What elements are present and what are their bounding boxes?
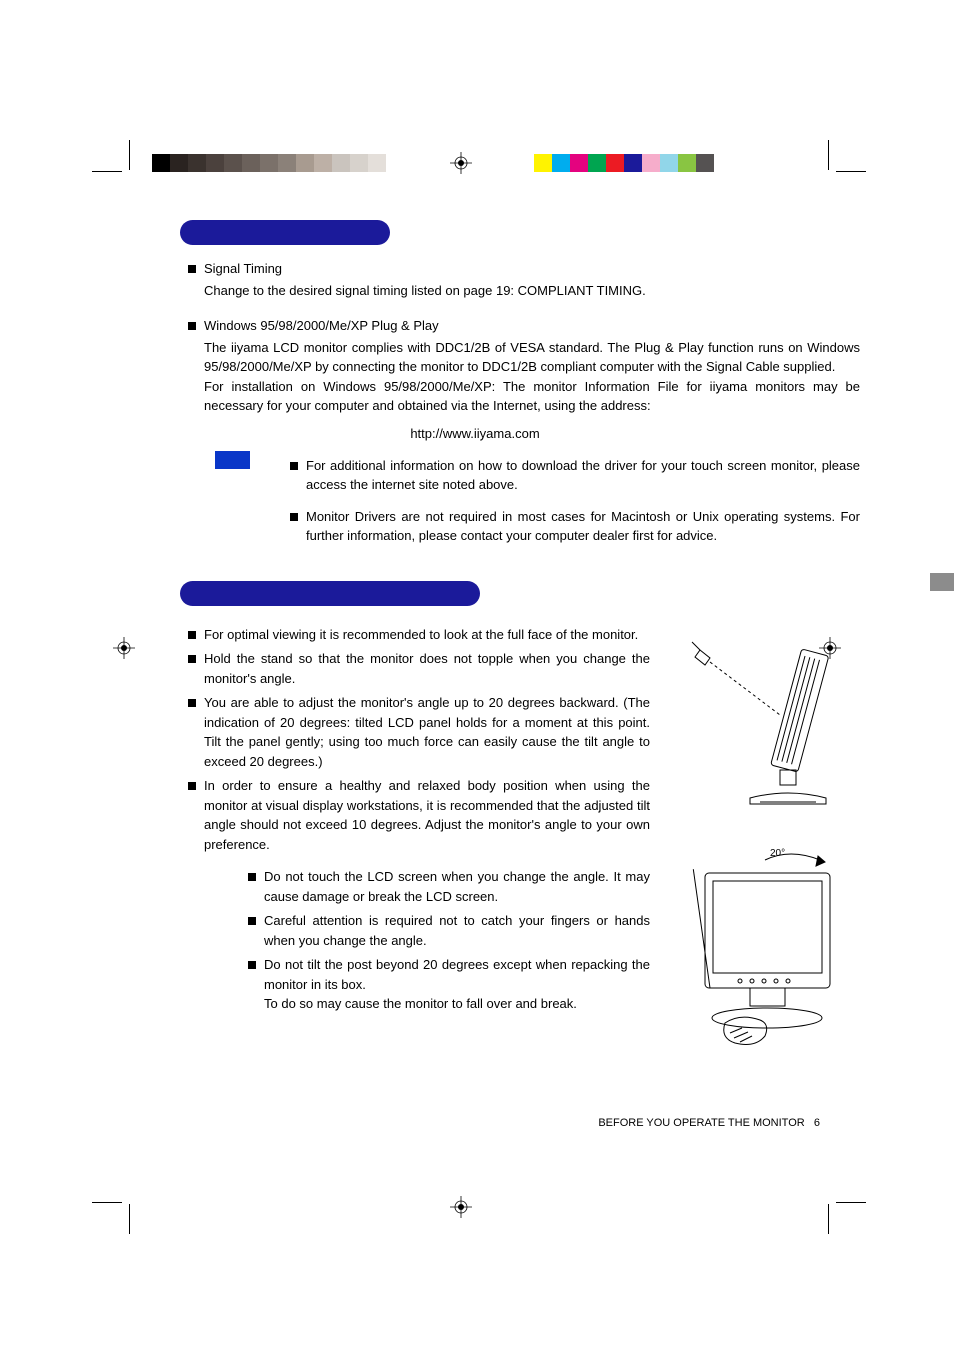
caution-text: Do not tilt the post beyond 20 degrees e…	[264, 955, 650, 1014]
swatch	[206, 154, 224, 172]
crop-mark	[828, 1204, 829, 1234]
swatch	[242, 154, 260, 172]
swatch	[224, 154, 242, 172]
swatch	[624, 154, 642, 172]
swatch	[696, 154, 714, 172]
caution-item: Do not touch the LCD screen when you cha…	[248, 867, 650, 906]
list-item: For optimal viewing it is recommended to…	[188, 625, 650, 645]
section-heading-pill-1	[180, 220, 390, 245]
swatch	[660, 154, 678, 172]
caution-row: Do not touch the LCD screen when you cha…	[180, 862, 650, 1019]
item-text: For optimal viewing it is recommended to…	[204, 625, 650, 645]
caution-text: Careful attention is required not to cat…	[264, 911, 650, 950]
note-label-box	[215, 451, 250, 469]
bullet-icon	[248, 917, 256, 925]
bullet-icon	[188, 655, 196, 663]
url-text: http://www.iiyama.com	[180, 426, 860, 441]
list-item: You are able to adjust the monitor's ang…	[188, 693, 650, 771]
page-root: Signal Timing Change to the desired sign…	[0, 0, 954, 1351]
content-area: Signal Timing Change to the desired sign…	[180, 220, 860, 1081]
footer: BEFORE YOU OPERATE THE MONITOR 6	[598, 1117, 820, 1129]
registration-mark-icon	[450, 152, 472, 174]
section2-figure-column: 20°	[670, 620, 860, 1081]
swatch	[296, 154, 314, 172]
caution-item: Careful attention is required not to cat…	[248, 911, 650, 950]
swatch	[588, 154, 606, 172]
monitor-tilt-figure: 20°	[670, 838, 860, 1078]
swatch	[278, 154, 296, 172]
crop-mark	[828, 140, 829, 170]
swatch	[534, 154, 552, 172]
section2-text-column: For optimal viewing it is recommended to…	[180, 620, 650, 1081]
bullet-icon	[290, 462, 298, 470]
bullet-icon	[248, 873, 256, 881]
swatch	[350, 154, 368, 172]
caution-item: Do not tilt the post beyond 20 degrees e…	[248, 955, 650, 1014]
item-title: Signal Timing	[204, 259, 860, 279]
bullet-icon	[188, 782, 196, 790]
section2: For optimal viewing it is recommended to…	[180, 620, 860, 1081]
list-item: In order to ensure a healthy and relaxed…	[188, 776, 650, 854]
crop-mark	[92, 171, 122, 172]
swatch	[606, 154, 624, 172]
swatch	[332, 154, 350, 172]
monitor-side-view-figure	[670, 620, 860, 820]
note-text: For additional information on how to dow…	[306, 456, 860, 495]
bullet-icon	[188, 322, 196, 330]
list-item: Hold the stand so that the monitor does …	[188, 649, 650, 688]
swatch	[678, 154, 696, 172]
note-item: For additional information on how to dow…	[290, 456, 860, 495]
section-heading-pill-2	[180, 581, 480, 606]
swatch	[642, 154, 660, 172]
item-text: Hold the stand so that the monitor does …	[204, 649, 650, 688]
bullet-icon	[248, 961, 256, 969]
note-item: Monitor Drivers are not required in most…	[290, 507, 860, 546]
caution-label-box	[180, 862, 240, 880]
registration-mark-icon	[113, 637, 135, 659]
item-text: You are able to adjust the monitor's ang…	[204, 693, 650, 771]
bullet-icon	[188, 631, 196, 639]
section1-list: Signal Timing Change to the desired sign…	[180, 259, 860, 416]
item-body: The iiyama LCD monitor complies with DDC…	[204, 338, 860, 416]
crop-mark	[129, 1204, 130, 1234]
swatch	[368, 154, 386, 172]
crop-mark	[92, 1202, 122, 1203]
bullet-icon	[290, 513, 298, 521]
caution-text: Do not touch the LCD screen when you cha…	[264, 867, 650, 906]
swatch	[152, 154, 170, 172]
swatch	[188, 154, 206, 172]
swatch	[170, 154, 188, 172]
registration-mark-icon	[450, 1196, 472, 1218]
crop-mark	[836, 1202, 866, 1203]
bullet-icon	[188, 265, 196, 273]
swatch	[552, 154, 570, 172]
note-row: For additional information on how to dow…	[180, 451, 860, 551]
item-body: Change to the desired signal timing list…	[204, 281, 860, 301]
list-item: Signal Timing Change to the desired sign…	[188, 259, 860, 300]
crop-mark	[129, 140, 130, 170]
color-colorbar	[534, 154, 714, 172]
bullet-icon	[188, 699, 196, 707]
swatch	[260, 154, 278, 172]
side-tab	[930, 573, 954, 591]
item-title: Windows 95/98/2000/Me/XP Plug & Play	[204, 316, 860, 336]
note-text: Monitor Drivers are not required in most…	[306, 507, 860, 546]
footer-label: BEFORE YOU OPERATE THE MONITOR	[598, 1117, 804, 1129]
swatch	[570, 154, 588, 172]
crop-mark	[836, 171, 866, 172]
list-item: Windows 95/98/2000/Me/XP Plug & Play The…	[188, 316, 860, 416]
page-number: 6	[814, 1117, 820, 1129]
item-text: In order to ensure a healthy and relaxed…	[204, 776, 650, 854]
swatch	[314, 154, 332, 172]
grayscale-colorbar	[152, 154, 386, 172]
